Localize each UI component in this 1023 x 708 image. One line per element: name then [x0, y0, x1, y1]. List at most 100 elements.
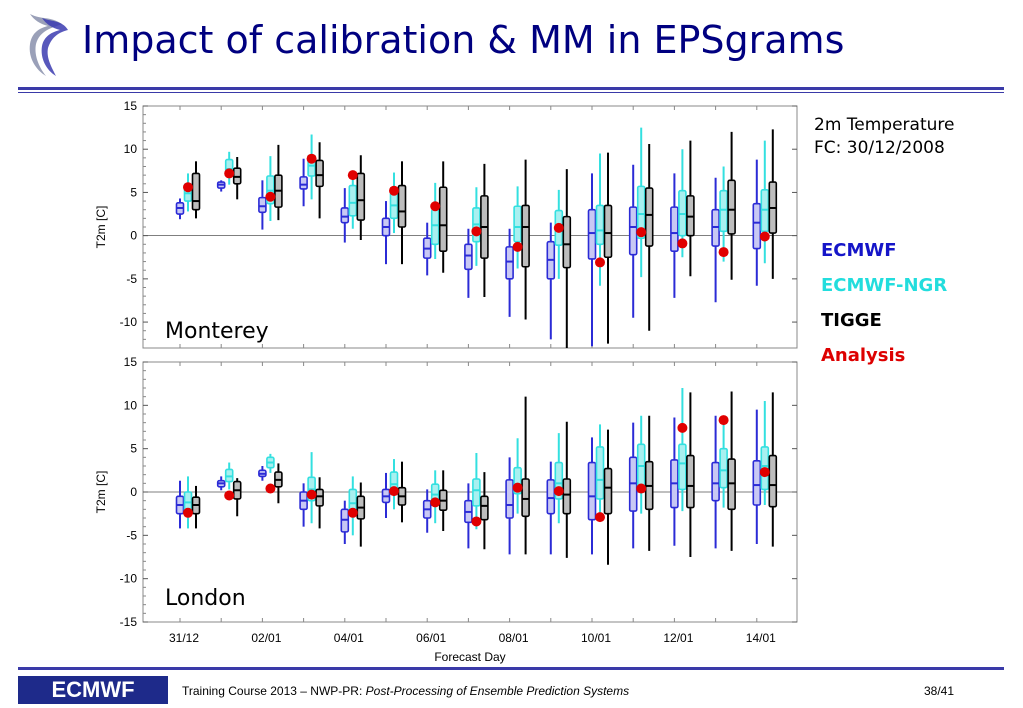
panel-london: -15 -10 -5 0 5 10 15 T2m [C] London: [94, 355, 798, 629]
y-tick-label: -5: [126, 272, 137, 286]
ecmwf-box: [299, 176, 308, 190]
info-variable: 2m Temperature: [814, 115, 955, 135]
analysis-point: [224, 168, 235, 179]
analysis-point: [306, 489, 317, 500]
ecmwf-box: [340, 207, 350, 224]
y-tick-label: 5: [130, 442, 137, 456]
analysis-point: [677, 422, 688, 433]
title-rule: [18, 87, 1004, 90]
ecmwf-box: [464, 243, 473, 271]
x-tick-label: 08/01: [499, 631, 529, 645]
ecmwf-box: [546, 479, 556, 515]
analysis-point: [306, 153, 317, 164]
tigge-box: [686, 454, 695, 509]
analysis-point: [677, 238, 688, 249]
footer-text: Training Course 2013 – NWP-PR: Post-Proc…: [182, 684, 629, 698]
x-tick-label: 10/01: [581, 631, 611, 645]
y-tick-label: 10: [124, 398, 138, 412]
y-tick-label: -5: [126, 528, 137, 542]
info-forecast-date: FC: 30/12/2008: [814, 138, 945, 158]
tigge-box: [480, 495, 489, 521]
y-tick-label: 0: [130, 229, 137, 243]
analysis-point: [512, 241, 523, 252]
tigge-box: [521, 478, 530, 518]
ecmwf-box: [711, 461, 720, 502]
ngr-box: [348, 184, 358, 217]
x-tick-label: 14/01: [746, 631, 776, 645]
analysis-point: [553, 486, 564, 497]
analysis-point: [636, 227, 647, 238]
tigge-box: [644, 187, 654, 247]
analysis-point: [636, 483, 647, 494]
analysis-point: [265, 191, 276, 202]
ecmwf-box: [628, 206, 638, 256]
tigge-box: [356, 172, 366, 221]
ecmwf-box: [587, 461, 597, 521]
y-tick-label: 5: [130, 185, 137, 199]
tigge-box: [562, 478, 572, 515]
tigge-box: [315, 159, 324, 188]
ngr-box: [719, 447, 728, 489]
ngr-box: [595, 204, 605, 246]
ecmwf-box: [505, 246, 514, 280]
legend-tigge: TIGGE: [821, 310, 882, 331]
y-tick-label: 15: [124, 99, 138, 113]
footer-rule: [18, 667, 1004, 670]
analysis-point: [718, 247, 729, 258]
ngr-box: [595, 446, 605, 500]
y-tick-label: 15: [124, 355, 138, 369]
ngr-box: [678, 443, 687, 491]
ngr-box: [513, 205, 522, 243]
location-label: London: [165, 586, 246, 611]
chart-info: 2m Temperature FC: 30/12/2008: [814, 114, 954, 160]
analysis-point: [471, 226, 482, 237]
ecmwf-box: [752, 459, 762, 506]
location-label: Monterey: [165, 319, 269, 344]
legend: ECMWF ECMWF-NGR TIGGE Analysis: [821, 233, 947, 373]
tigge-box: [603, 204, 613, 259]
x-tick-label: 04/01: [334, 631, 364, 645]
legend-analysis: Analysis: [821, 345, 906, 366]
ecmwf-box: [587, 208, 597, 260]
legend-ecmwf: ECMWF: [821, 240, 897, 261]
ngr-box: [636, 185, 646, 240]
ecmwf-box: [752, 202, 762, 250]
ngr-box: [472, 478, 481, 507]
analysis-point: [183, 182, 193, 193]
legend-ecmwf-ngr: ECMWF-NGR: [821, 275, 948, 296]
y-tick-label: 0: [130, 485, 137, 499]
analysis-point: [512, 482, 523, 493]
title-rule-thin: [18, 92, 1004, 93]
tigge-box: [438, 186, 448, 253]
ecmwf-footer-logo: ECMWF: [18, 676, 168, 704]
ecmwf-box: [258, 196, 267, 214]
analysis-point: [759, 231, 770, 242]
slide-title: Impact of calibration & MM in EPSgrams: [82, 18, 845, 62]
page-number: 38/41: [924, 684, 955, 698]
analysis-point: [759, 467, 770, 478]
tigge-box: [562, 215, 572, 269]
tigge-box: [521, 204, 530, 268]
x-tick-label: 31/12: [169, 631, 199, 645]
y-tick-label: -15: [120, 615, 138, 629]
analysis-point: [347, 507, 358, 518]
ecmwf-box: [505, 479, 514, 519]
analysis-point: [430, 201, 441, 212]
analysis-point: [347, 170, 358, 181]
panel-monterey: -10 -5 0 5 10 15 T2m [C] Monterey: [94, 99, 798, 349]
tigge-box: [315, 488, 324, 507]
x-axis-label: Forecast Day: [434, 650, 505, 664]
analysis-point: [389, 486, 399, 497]
y-tick-label: -10: [120, 315, 138, 329]
x-tick-label: 06/01: [416, 631, 446, 645]
ecmwf-box: [670, 206, 679, 253]
y-axis-label: T2m [C]: [94, 471, 108, 514]
x-tick-label: 12/01: [663, 631, 693, 645]
analysis-point: [265, 483, 276, 494]
analysis-point: [389, 185, 399, 196]
ecmwf-swirl-logo: [29, 14, 68, 76]
tigge-box: [727, 179, 736, 235]
plot-frame: [142, 105, 798, 349]
tigge-box: [603, 467, 613, 515]
